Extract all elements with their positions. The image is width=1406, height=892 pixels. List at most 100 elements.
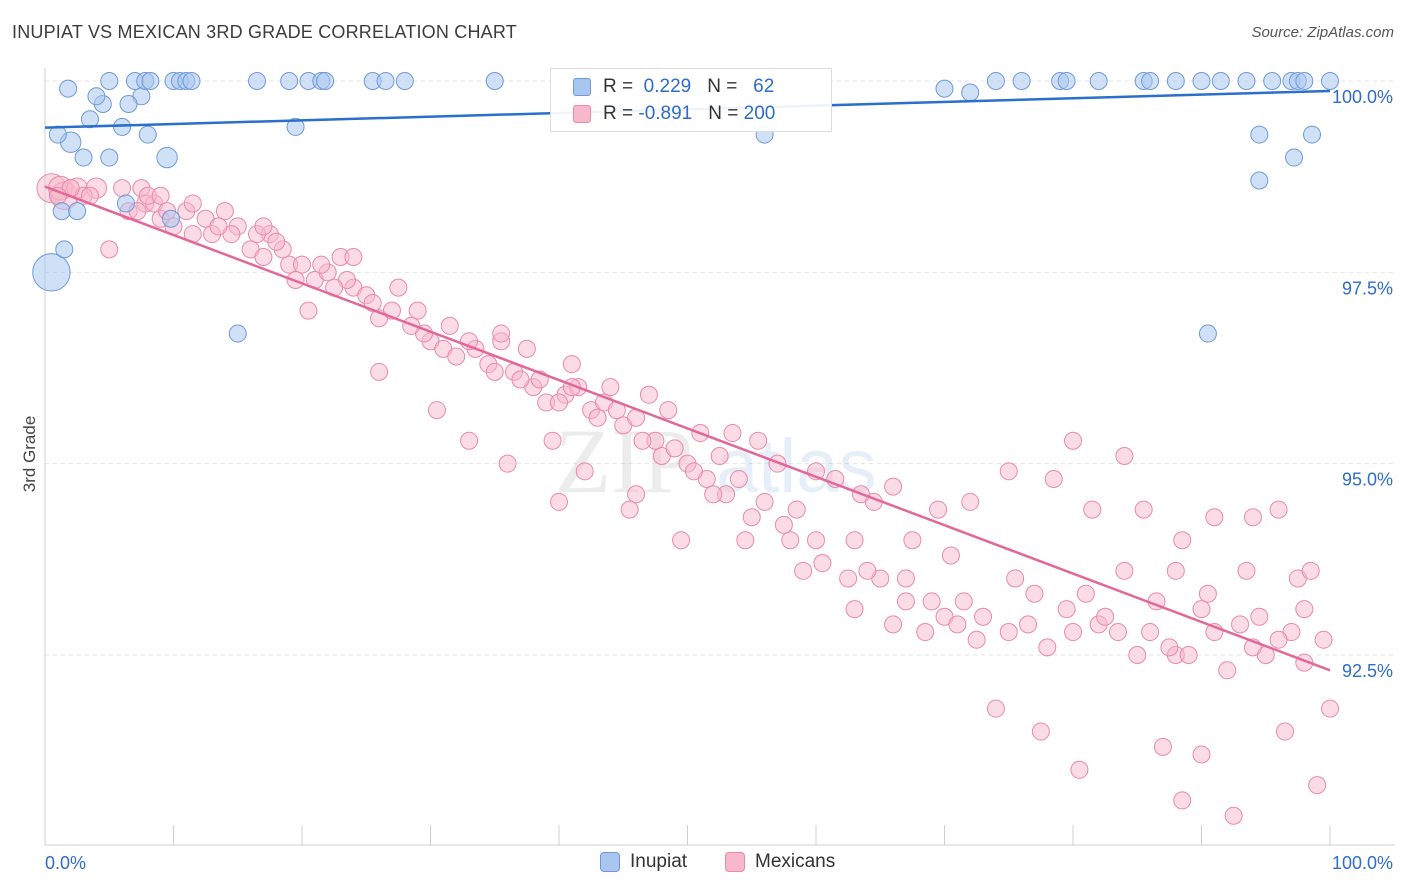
mexicans-point <box>1295 600 1314 619</box>
legend-label-mexicans: Mexicans <box>755 851 836 872</box>
mexicans-point <box>620 500 639 519</box>
mexicans-point <box>755 492 774 511</box>
mexicans-point <box>498 454 517 473</box>
inupiat-point <box>395 72 414 90</box>
inupiat-point <box>1237 72 1256 90</box>
mexicans-point <box>922 592 941 611</box>
inupiat-point <box>286 117 305 136</box>
mexicans-point <box>672 531 691 550</box>
mexicans-point <box>903 531 922 550</box>
mexicans-point <box>1044 469 1063 488</box>
mexicans-point <box>543 431 562 450</box>
mexicans-point <box>813 554 832 573</box>
mexicans-point <box>1070 760 1089 779</box>
inupiat-point <box>1089 72 1108 90</box>
legend-item-mexicans[interactable]: Mexicans <box>725 851 835 873</box>
mexicans-point <box>787 500 806 519</box>
inupiat-point <box>59 79 78 98</box>
mexicans-trend-line <box>44 185 1331 672</box>
mexicans-point <box>1064 623 1082 642</box>
watermark: ZIP atlas <box>555 410 877 512</box>
mexicans-point <box>1173 791 1192 810</box>
legend-row-mexicans: R = -0.891 N = 200 <box>573 102 775 126</box>
mexicans-point <box>562 355 581 374</box>
mexicans-point <box>974 607 993 626</box>
mexicans-point <box>1134 500 1153 519</box>
n-label: N = <box>708 103 744 124</box>
inupiat-point <box>68 202 87 221</box>
mexicans-point <box>447 347 466 366</box>
legend-label-inupiat: Inupiat <box>630 851 688 872</box>
inupiat-point <box>100 148 119 167</box>
mexicans-legend-swatch <box>725 852 745 872</box>
y-tick-label: 95.0% <box>1342 470 1393 490</box>
y-tick-label: 97.5% <box>1342 278 1393 298</box>
mexicans-point <box>858 561 877 580</box>
inupiat-legend-swatch <box>600 852 620 872</box>
mexicans-point <box>1083 500 1102 519</box>
y-axis-label: 3rd Grade <box>20 416 39 493</box>
inupiat-point <box>1250 125 1269 144</box>
mexicans-point <box>517 339 536 358</box>
mexicans-point <box>1198 584 1217 603</box>
inupiat-point <box>961 83 980 102</box>
mexicans-point <box>1031 722 1050 741</box>
mexicans-point <box>1141 623 1160 642</box>
inupiat-point <box>116 194 135 213</box>
inupiat-point <box>1141 72 1160 90</box>
mexicans-point <box>896 592 915 611</box>
mexicans-point <box>312 255 331 274</box>
inupiat-point <box>52 202 71 221</box>
mexicans-point <box>1115 447 1134 466</box>
mexicans-point <box>267 232 286 251</box>
mexicans-point <box>1237 561 1256 580</box>
inupiat-point <box>100 72 119 90</box>
mexicans-point <box>1269 630 1288 649</box>
mexicans-point <box>344 248 363 267</box>
mexicans-points <box>36 173 1339 825</box>
inupiat-point <box>228 324 247 343</box>
mexicans-point <box>299 301 318 320</box>
mexicans-point <box>601 378 620 397</box>
mexicans-point <box>1096 607 1115 626</box>
mexicans-point <box>1115 561 1134 580</box>
y-tick-label: 92.5% <box>1342 661 1393 681</box>
mexicans-point <box>492 324 511 343</box>
mexicans-point <box>1006 569 1025 588</box>
mexicans-point <box>941 546 960 565</box>
inupiat-point <box>1012 72 1031 90</box>
inupiat-point <box>55 240 74 259</box>
mexicans-point <box>588 408 607 427</box>
mexicans-point <box>1276 722 1295 741</box>
mexicans-point <box>1192 600 1211 619</box>
mexicans-point <box>408 301 427 320</box>
mexicans-point <box>954 592 973 611</box>
mexicans-point <box>1179 646 1198 664</box>
inupiat-point <box>1211 72 1230 90</box>
inupiat-point <box>138 125 157 144</box>
inupiat-point <box>1295 72 1314 90</box>
inupiat-point <box>1192 72 1211 90</box>
mexicans-point <box>967 630 986 649</box>
mexicans-point <box>485 362 504 381</box>
inupiat-point <box>32 253 71 292</box>
legend-item-inupiat[interactable]: Inupiat <box>600 851 687 873</box>
mexicans-point <box>389 278 408 297</box>
mexicans-point <box>1038 638 1057 657</box>
mexicans-point <box>1218 661 1237 680</box>
mexicans-point <box>575 462 594 481</box>
n-value: 62 <box>742 76 775 97</box>
inupiat-point <box>1321 72 1339 90</box>
stats-legend: R = 0.229 N = 62 R = -0.891 N = 200 <box>550 68 832 132</box>
tick-labels: 92.5% 95.0% 97.5% 100.0% 0.0% 100.0% <box>45 87 1393 873</box>
mexicans-point <box>1231 615 1250 634</box>
mexicans-point <box>1301 561 1320 580</box>
mexicans-swatch <box>573 105 591 123</box>
mexicans-point <box>254 248 273 267</box>
mexicans-point <box>723 424 742 443</box>
mexicans-point <box>215 202 234 221</box>
mexicans-point <box>1205 508 1224 527</box>
mexicans-point <box>627 485 646 504</box>
mexicans-point <box>1224 806 1243 825</box>
r-label: R = <box>603 76 639 97</box>
